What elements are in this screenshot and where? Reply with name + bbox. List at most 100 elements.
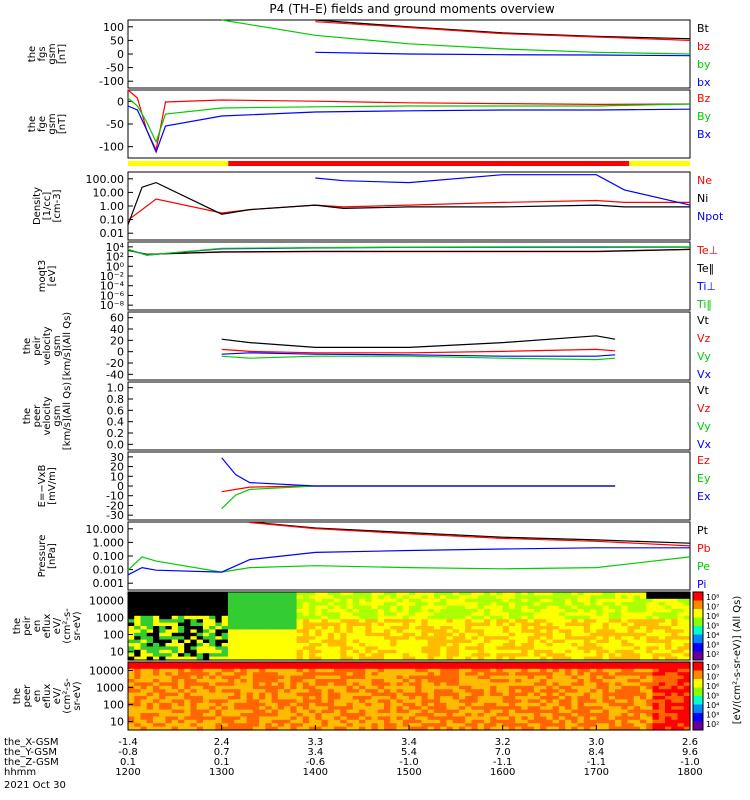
heatmap-cell (152, 626, 160, 630)
heatmap-cell (390, 612, 398, 617)
heatmap-cell (196, 622, 204, 627)
x-tick-label: 0.1 (214, 757, 230, 768)
heatmap-cell (496, 662, 504, 666)
heatmap-cell (571, 612, 579, 617)
heatmap-cell (284, 668, 291, 673)
heatmap-cell (415, 723, 423, 728)
heatmap-cell (483, 713, 491, 717)
heatmap-cell (359, 668, 366, 673)
heatmap-cell (577, 716, 585, 721)
heatmap-cell (190, 716, 198, 721)
heatmap-cell (658, 665, 666, 670)
heatmap-cell (440, 643, 448, 647)
heatmap-cell (390, 605, 398, 610)
heatmap-cell (396, 636, 404, 641)
heatmap-cell (302, 702, 310, 707)
heatmap-cell (427, 716, 435, 721)
heatmap-cell (496, 626, 504, 630)
colorbar-segment (693, 651, 703, 661)
heatmap-cell (321, 643, 329, 647)
heatmap-cell (615, 689, 622, 694)
heatmap-cell (402, 629, 410, 634)
heatmap-cell (165, 592, 173, 596)
heatmap-cell (184, 615, 192, 620)
heatmap-cell (227, 702, 235, 707)
heatmap-cell (515, 682, 522, 687)
heatmap-cell (440, 592, 448, 596)
heatmap-cell (365, 696, 373, 700)
heatmap-cell (608, 682, 616, 687)
heatmap-cell (565, 668, 572, 673)
heatmap-cell (296, 602, 304, 607)
heatmap-cell (502, 719, 510, 724)
heatmap-cell (552, 609, 560, 613)
heatmap-cell (371, 592, 379, 596)
heatmap-cell (527, 719, 535, 724)
heatmap-cell (165, 696, 173, 700)
heatmap-cell (565, 672, 572, 677)
heatmap-cell (540, 639, 547, 644)
heatmap-cell (184, 619, 192, 624)
heatmap-cell (371, 598, 379, 603)
heatmap-cell (521, 719, 529, 724)
heatmap-cell (215, 602, 223, 607)
heatmap-cell (290, 622, 298, 627)
heatmap-cell (508, 713, 516, 717)
heatmap-cell (471, 668, 479, 673)
heatmap-cell (590, 723, 597, 728)
heatmap-cell (190, 649, 198, 654)
heatmap-cell (277, 646, 285, 651)
heatmap-cell (196, 689, 204, 694)
heatmap-cell (596, 665, 604, 670)
heatmap-cell (633, 709, 641, 714)
heatmap-cell (384, 706, 391, 711)
heatmap-cell (546, 689, 554, 694)
heatmap-cell (296, 632, 304, 637)
heatmap-cell (433, 713, 441, 717)
heatmap-cell (627, 592, 635, 596)
heatmap-cell (433, 696, 441, 700)
heatmap-cell (583, 632, 591, 637)
heatmap-cell (421, 709, 429, 714)
heatmap-cell (334, 709, 341, 714)
heatmap-cell (384, 602, 391, 607)
heatmap-cell (640, 716, 647, 721)
y-axis-label: sr-eV) (72, 681, 83, 710)
heatmap-cell (302, 615, 310, 620)
heatmap-cell (209, 726, 217, 731)
heatmap-cell (221, 626, 229, 630)
heatmap-cell (652, 662, 660, 666)
heatmap-cell (259, 619, 266, 624)
heatmap-cell (371, 605, 379, 610)
heatmap-cell (134, 592, 142, 596)
heatmap-cell (302, 595, 310, 600)
heatmap-cell (427, 723, 435, 728)
heatmap-cell (621, 656, 629, 661)
heatmap-cell (621, 622, 629, 627)
heatmap-cell (134, 662, 142, 666)
heatmap-cell (152, 619, 160, 624)
heatmap-cell (177, 699, 185, 704)
heatmap-cell (221, 682, 229, 687)
heatmap-cell (190, 696, 198, 700)
heatmap-cell (196, 665, 204, 670)
heatmap-cell (340, 723, 348, 728)
heatmap-cell (171, 685, 179, 690)
heatmap-cell (640, 672, 647, 677)
heatmap-cell (227, 592, 235, 596)
heatmap-cell (571, 643, 579, 647)
heatmap-cell (315, 609, 323, 613)
heatmap-cell (177, 615, 185, 620)
heatmap-cell (602, 639, 610, 644)
heatmap-cell (577, 629, 585, 634)
heatmap-cell (265, 696, 273, 700)
heatmap-cell (583, 602, 591, 607)
heatmap-cell (227, 646, 235, 651)
heatmap-cell (240, 626, 248, 630)
heatmap-cell (477, 702, 485, 707)
heatmap-cell (134, 709, 142, 714)
heatmap-cell (652, 672, 660, 677)
heatmap-cell (402, 622, 410, 627)
heatmap-cell (334, 702, 341, 707)
heatmap-cell (633, 639, 641, 644)
